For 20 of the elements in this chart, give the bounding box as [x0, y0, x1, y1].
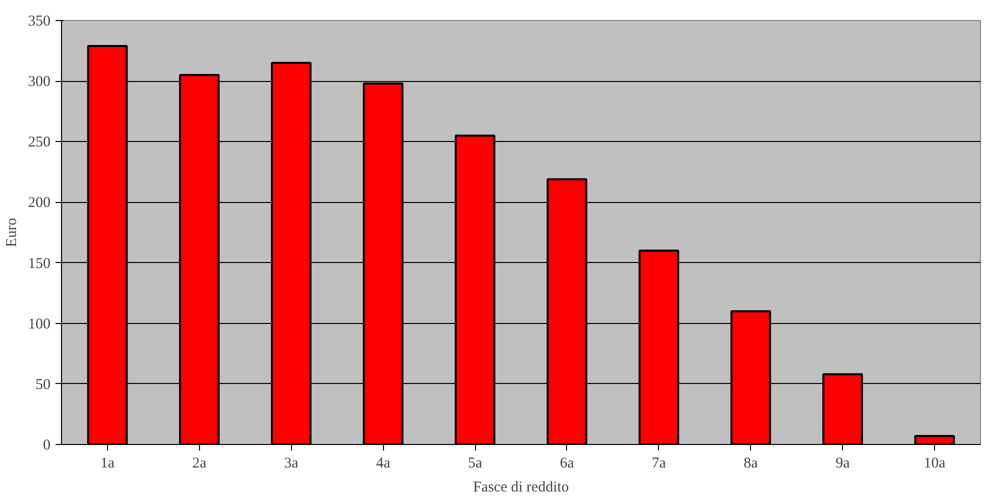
x-axis-title: Fasce di reddito: [473, 480, 569, 496]
y-tick-label: 300: [28, 74, 50, 90]
x-tick-label: 1a: [100, 456, 115, 472]
x-tick-label: 4a: [376, 456, 391, 472]
x-tick-label: 9a: [836, 456, 850, 472]
x-tick-label: 8a: [744, 456, 758, 472]
x-tick-label: 5a: [468, 456, 482, 472]
y-tick-label: 250: [28, 134, 50, 151]
x-tick-label: 6a: [560, 456, 574, 472]
y-tick-label: 50: [36, 376, 50, 393]
x-tick-label: 7a: [652, 456, 666, 472]
y-tick-label: 200: [28, 195, 50, 212]
y-tick-label: 350: [28, 14, 50, 30]
y-tick-label: 0: [43, 438, 50, 454]
x-tick-label: 2a: [192, 456, 207, 472]
x-tick-label: 10a: [924, 456, 946, 472]
y-tick-label: 150: [28, 256, 50, 272]
y-tick-label: 100: [28, 316, 50, 332]
y-axis-title: Euro: [4, 218, 20, 248]
x-tick-label: 3a: [284, 456, 299, 472]
